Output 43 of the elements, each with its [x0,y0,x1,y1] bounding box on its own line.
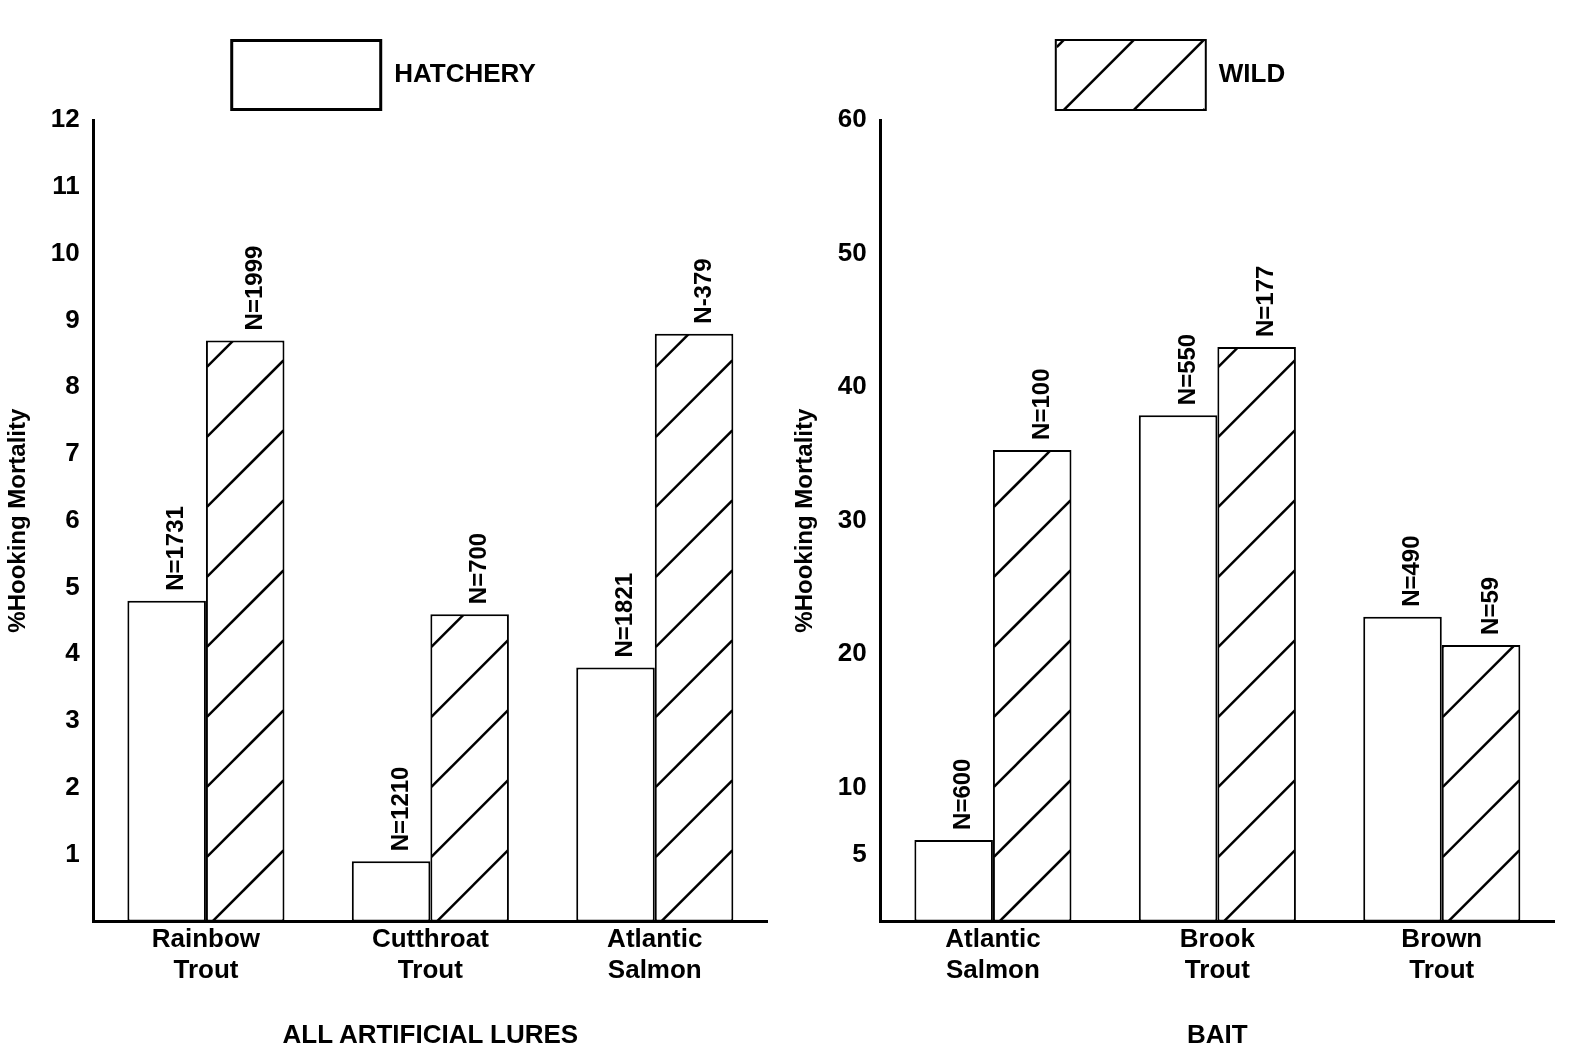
y-tick-label: 10 [50,236,80,267]
y-tick-label: 60 [837,103,867,134]
y-tick-label: 5 [852,837,867,868]
y-tick-label: 6 [65,503,80,534]
y-axis-title: %Hooking Mortality [790,408,818,633]
annotation: N=1210 [385,766,413,852]
annotation: N=1999 [239,245,267,331]
y-tick-label: 5 [65,570,80,601]
y-tick-label: 40 [837,370,867,401]
y-tick-label: 10 [837,771,867,802]
text: HATCHERY [394,58,536,89]
y-tick-label: 8 [65,370,80,401]
annotation: N=600 [948,758,976,830]
x-tick-label: Rainbow Trout [151,923,261,985]
annotation: N=700 [464,532,492,605]
x-tick-label: Atlantic Salmon [945,923,1041,985]
annotation: N=490 [1397,535,1425,607]
y-tick-label: 12 [50,103,80,134]
y-tick-label: 4 [65,637,81,668]
annotation: N=1731 [161,506,189,591]
y-tick-label: 3 [65,704,80,735]
annotation: N=59 [1475,576,1503,635]
y-tick-label: 7 [65,437,80,468]
annotation: N=1821 [610,572,638,658]
annotation: N=177 [1251,265,1279,338]
x-tick-label: Atlantic Salmon [607,923,703,985]
x-tick-label: Cutthroat Trout [371,923,490,985]
y-tick-label: 50 [837,236,867,267]
y-tick-label: 11 [52,169,80,200]
text: WILD [1218,58,1286,89]
y-tick-label: 20 [837,637,867,668]
y-tick-label: 2 [65,771,80,802]
annotation: N=100 [1026,368,1054,440]
y-axis-title: %Hooking Mortality [3,408,31,633]
annotation: N-379 [688,258,716,324]
x-axis-title: ALL ARTIFICIAL LURES [282,1018,579,1049]
annotation: N=550 [1172,333,1200,406]
x-tick-label: Brook Trout [1179,923,1256,985]
y-tick-label: 30 [837,503,867,534]
y-tick-label: 9 [65,303,80,334]
y-tick-label: 1 [65,837,80,868]
x-tick-label: Brown Trout [1401,923,1483,985]
x-axis-title: BAIT [1187,1018,1248,1049]
